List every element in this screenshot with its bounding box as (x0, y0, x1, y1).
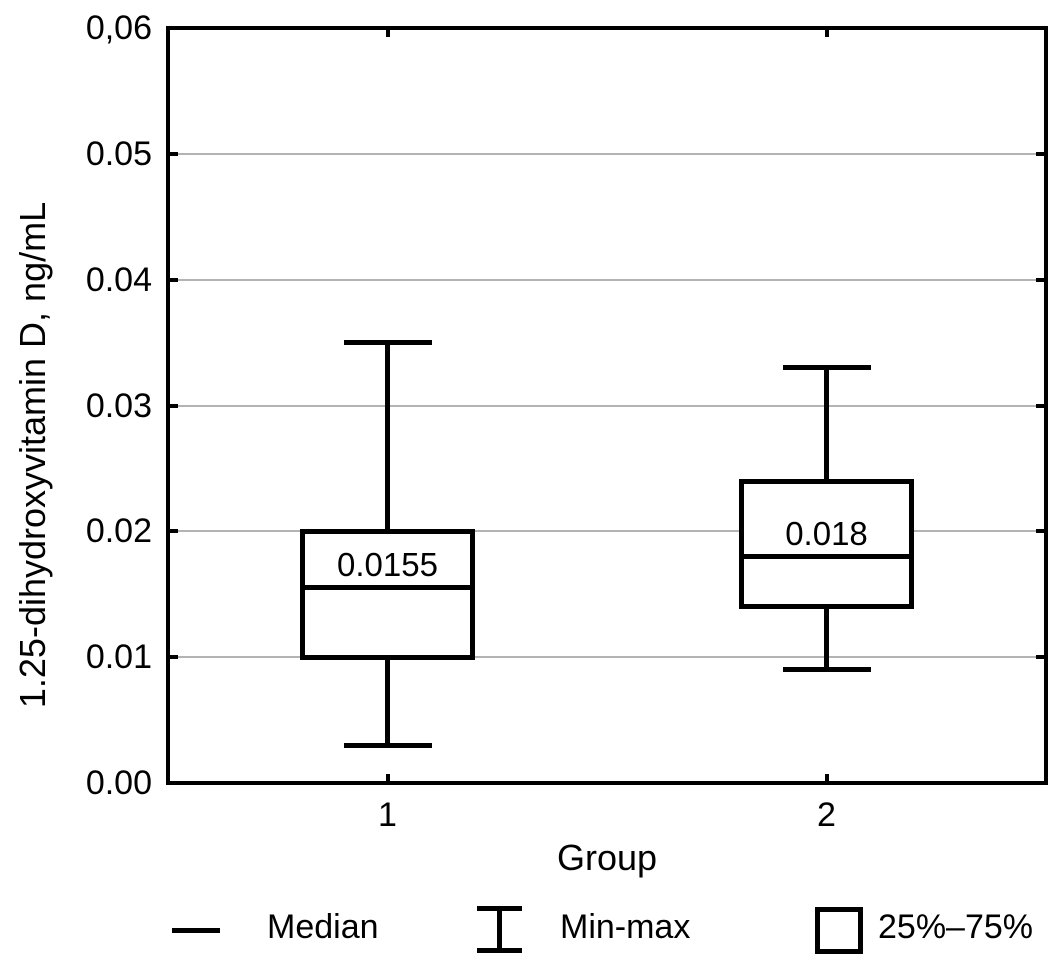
x-tick-mark-bottom (824, 774, 829, 783)
x-tick-label: 1 (378, 796, 397, 834)
whisker-cap-max (782, 365, 871, 371)
median-line (739, 554, 914, 559)
x-tick-mark-bottom (385, 774, 390, 783)
legend-median-line-icon (172, 928, 220, 933)
whisker-cap-min (782, 667, 871, 673)
y-axis-tick-labels: 0,06 0.05 0.04 0.03 0.02 0.01 0.00 (0, 0, 152, 968)
x-tick-mark-top (824, 28, 829, 37)
legend-minmax-whisker-icon (477, 906, 522, 953)
gridline (168, 404, 1046, 407)
y-tick-mark-left (168, 529, 178, 534)
y-tick-label: 0,06 (85, 9, 152, 47)
plot-area: 0.0155 0.018 (166, 26, 1048, 785)
y-tick-mark-right (1036, 655, 1046, 660)
y-tick-mark-right (1036, 277, 1046, 282)
y-tick-mark-right (1036, 403, 1046, 408)
legend-median-label: Median (267, 908, 379, 946)
gridline (168, 656, 1046, 659)
y-tick-label: 0.02 (85, 512, 152, 551)
legend-iqr-label: 25%–75% (878, 908, 1034, 946)
y-tick-label: 0.00 (85, 764, 152, 802)
y-tick-label: 0.05 (85, 134, 152, 173)
y-tick-mark-left (168, 403, 178, 408)
y-tick-mark-left (168, 277, 178, 282)
iqr-box (739, 478, 914, 610)
median-value-label: 0.0155 (337, 545, 438, 583)
median-value-label: 0.018 (785, 514, 868, 552)
y-tick-label: 0.04 (85, 260, 152, 299)
gridline (168, 278, 1046, 281)
y-tick-label: 0.01 (85, 638, 152, 677)
x-tick-label: 2 (817, 796, 836, 834)
x-tick-mark-top (385, 28, 390, 37)
iqr-box (300, 528, 475, 660)
gridline (168, 530, 1046, 533)
median-line (300, 585, 475, 591)
y-tick-mark-right (1036, 151, 1046, 156)
x-axis-title: Group (556, 837, 658, 878)
whisker-cap-max (343, 340, 432, 346)
legend-minmax-label: Min-max (560, 908, 691, 946)
whisker-cap-min (343, 742, 432, 748)
gridline (168, 152, 1046, 155)
legend-iqr-box-icon (815, 907, 863, 954)
y-tick-label: 0.03 (85, 386, 152, 425)
y-tick-mark-left (168, 655, 178, 660)
legend: Median Min-max 25%–75% (0, 895, 1050, 965)
y-tick-mark-left (168, 151, 178, 156)
y-tick-mark-right (1036, 529, 1046, 534)
